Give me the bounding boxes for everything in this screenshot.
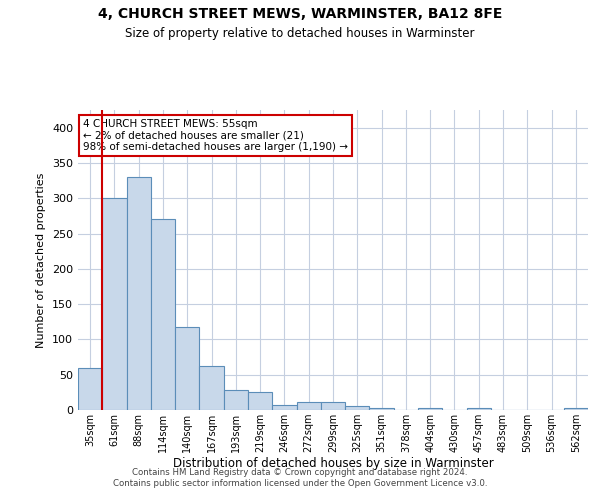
Bar <box>224 390 248 410</box>
Bar <box>345 406 370 410</box>
Text: Size of property relative to detached houses in Warminster: Size of property relative to detached ho… <box>125 28 475 40</box>
Text: Contains HM Land Registry data © Crown copyright and database right 2024.
Contai: Contains HM Land Registry data © Crown c… <box>113 468 487 487</box>
Bar <box>151 220 175 410</box>
Text: Distribution of detached houses by size in Warminster: Distribution of detached houses by size … <box>173 458 493 470</box>
Bar <box>296 402 321 410</box>
Bar <box>78 368 102 410</box>
Y-axis label: Number of detached properties: Number of detached properties <box>37 172 46 348</box>
Bar <box>467 408 491 410</box>
Bar <box>175 326 199 410</box>
Bar <box>418 408 442 410</box>
Bar <box>272 405 296 410</box>
Bar <box>248 392 272 410</box>
Text: 4, CHURCH STREET MEWS, WARMINSTER, BA12 8FE: 4, CHURCH STREET MEWS, WARMINSTER, BA12 … <box>98 8 502 22</box>
Bar <box>199 366 224 410</box>
Bar <box>564 408 588 410</box>
Bar <box>321 402 345 410</box>
Bar <box>127 177 151 410</box>
Text: 4 CHURCH STREET MEWS: 55sqm
← 2% of detached houses are smaller (21)
98% of semi: 4 CHURCH STREET MEWS: 55sqm ← 2% of deta… <box>83 119 348 152</box>
Bar <box>102 198 127 410</box>
Bar <box>370 408 394 410</box>
